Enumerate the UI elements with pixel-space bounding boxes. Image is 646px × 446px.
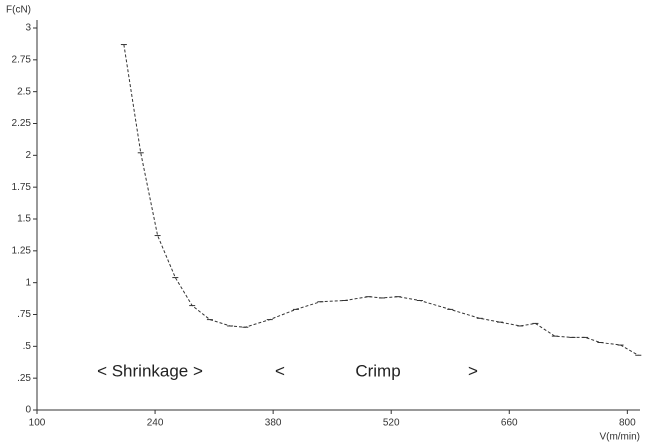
y-tick-label: 1.75 — [12, 182, 32, 193]
y-tick-label: 0 — [25, 405, 31, 416]
y-tick-label: 2.75 — [12, 54, 32, 65]
y-tick-label: 2.25 — [12, 118, 32, 129]
x-tick-label: 100 — [29, 418, 46, 429]
annotation: > — [468, 361, 478, 380]
y-tick-label: 1.5 — [17, 214, 31, 225]
y-tick-label: .75 — [17, 309, 31, 320]
x-tick-label: 240 — [147, 418, 164, 429]
x-axis-title: V(m/min) — [599, 432, 640, 443]
x-tick-label: 660 — [501, 418, 518, 429]
y-tick-label: .25 — [17, 373, 31, 384]
x-tick-label: 380 — [265, 418, 282, 429]
y-tick-label: 1 — [25, 277, 31, 288]
x-tick-label: 520 — [383, 418, 400, 429]
y-tick-label: .5 — [23, 341, 32, 352]
y-tick-label: 3 — [25, 23, 31, 34]
y-tick-label: 1.25 — [12, 245, 32, 256]
annotation: < — [275, 361, 285, 380]
y-axis-title: F(cN) — [6, 5, 31, 16]
y-tick-label: 2 — [25, 150, 31, 161]
y-tick-label: 2.5 — [17, 86, 31, 97]
data-line — [123, 44, 639, 356]
x-tick-label: 800 — [619, 418, 636, 429]
annotation: < Shrinkage > — [97, 361, 203, 380]
annotation: Crimp — [355, 361, 400, 380]
